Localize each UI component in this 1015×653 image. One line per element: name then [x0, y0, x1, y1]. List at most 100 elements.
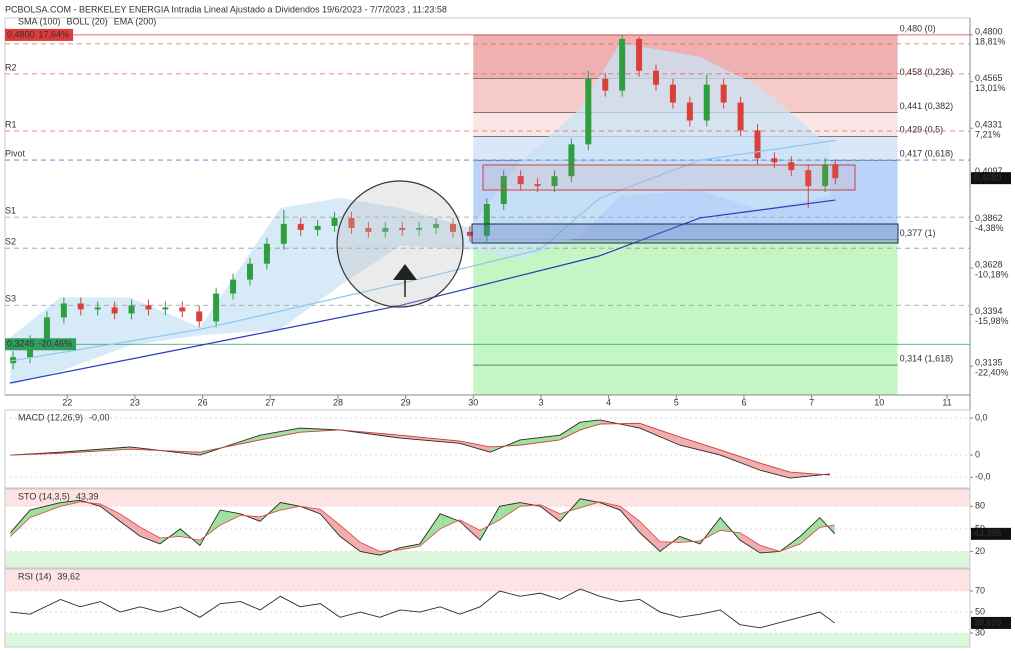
- fill-between: [140, 527, 160, 544]
- fib-label: 0,441 (0,382): [900, 101, 954, 111]
- fill-between: [459, 441, 491, 453]
- x-tick-label: 5: [674, 397, 679, 407]
- x-tick-label: 10: [874, 397, 884, 407]
- price-tag: [5, 28, 74, 41]
- y-tick-label: 0,0: [975, 413, 988, 423]
- price-tag-value: 0,4800: [7, 29, 35, 39]
- fill-between: [639, 423, 680, 446]
- candle-body: [297, 223, 304, 230]
- last-value-label: 43,395: [974, 528, 1002, 538]
- x-tick-label: 26: [198, 397, 208, 407]
- panel-title: RSI (14): [18, 571, 52, 581]
- fill-between: [30, 502, 61, 518]
- plot-layer: 0,480 (0) 0,458 (0,236) 0,441 (0,382) 0,429…: [4, 16, 1011, 648]
- candle-body: [43, 317, 50, 342]
- y-tick-label: 0,4565: [975, 73, 1003, 83]
- fill-between: [400, 435, 460, 444]
- candle-body: [788, 162, 795, 171]
- candle-body: [416, 227, 423, 230]
- y-tick-pct: 18,81%: [975, 36, 1006, 46]
- candle-body: [196, 311, 203, 322]
- fib-zone: [473, 239, 898, 395]
- candle-body: [653, 70, 660, 85]
- y-tick-pct: -10,18%: [975, 269, 1009, 279]
- zone: [5, 569, 970, 592]
- fill-between: [220, 510, 241, 526]
- candle-body: [466, 231, 473, 236]
- candle-body: [60, 303, 67, 318]
- fill-between: [300, 428, 340, 433]
- fill-between: [800, 517, 820, 544]
- y-tick-label: 50: [975, 606, 985, 616]
- last-value-tag: [971, 527, 1011, 540]
- pivot-label: R1: [5, 119, 17, 129]
- fill-between: [789, 472, 830, 479]
- indicator-line: [10, 588, 835, 629]
- x-tick-label: 4: [606, 397, 611, 407]
- y-tick-label: 20: [975, 546, 985, 556]
- candle-body: [754, 130, 761, 159]
- moving-average-line: [9, 199, 836, 384]
- fill-between: [739, 532, 761, 553]
- last-value-label: 39,626: [974, 617, 1002, 627]
- candle-body: [805, 170, 812, 187]
- price-tag-pct: 17,64%: [39, 29, 70, 39]
- fill-between: [639, 521, 661, 552]
- y-tick-label: 0,3862: [975, 213, 1003, 223]
- price-tag-pct: -20,46%: [39, 339, 73, 349]
- candle-body: [483, 204, 490, 236]
- x-tick-label: 3: [538, 397, 543, 407]
- fill-between: [760, 463, 790, 479]
- pivot-label: S3: [5, 294, 16, 304]
- fill-between: [519, 435, 560, 446]
- candle-body: [213, 293, 220, 322]
- candle-body: [162, 307, 169, 310]
- legend-entry: BOLL (20): [67, 16, 108, 26]
- panel-value: 43,39: [76, 491, 99, 501]
- candle-body: [365, 227, 372, 232]
- x-tick-label: 11: [942, 397, 951, 407]
- fill-between: [679, 436, 721, 456]
- y-tick-label: 0,3628: [975, 259, 1003, 269]
- fib-label: 0,314 (1,618): [900, 354, 954, 364]
- fill-between: [339, 525, 361, 552]
- y-tick-pct: -22,40%: [975, 368, 1009, 378]
- last-value-tag: [971, 616, 1011, 629]
- indicator-line: [10, 501, 835, 552]
- price-tag-value: 0,3245: [7, 339, 35, 349]
- panel-frame: [4, 409, 971, 489]
- fib-label: 0,429 (0,5): [900, 125, 944, 135]
- y-tick-label: 30: [975, 627, 985, 637]
- candle-body: [771, 158, 778, 163]
- candle-body: [179, 307, 186, 312]
- highlight-circle: [336, 180, 464, 308]
- candle-body: [669, 84, 676, 103]
- zone: [5, 633, 970, 647]
- candle-body: [314, 225, 321, 230]
- fill-between: [559, 422, 581, 440]
- candle-body: [382, 227, 389, 232]
- y-tick-label: 0,3135: [975, 358, 1003, 368]
- fill-between: [720, 449, 761, 471]
- fill-between: [260, 428, 301, 440]
- panel-value: -0,00: [89, 412, 110, 422]
- price-tag: [5, 338, 77, 351]
- candle-body: [636, 38, 643, 71]
- candle-body: [686, 102, 693, 121]
- fill-between: [10, 510, 31, 537]
- fill-between: [400, 543, 420, 550]
- candle-body: [602, 78, 609, 91]
- candle-body: [534, 184, 541, 187]
- panel-title: STO (14,3,5): [18, 491, 70, 501]
- candle-body: [331, 217, 338, 226]
- panel-value: 39,62: [58, 571, 81, 581]
- y-tick-pct: 13,01%: [975, 83, 1006, 93]
- pivot-label: Pivot: [5, 148, 26, 158]
- y-tick-pct: -4,38%: [975, 223, 1004, 233]
- y-tick-label: 70: [975, 585, 985, 595]
- y-tick-label: 0,4331: [975, 120, 1003, 130]
- candle-body: [230, 279, 237, 294]
- panel-title: MACD (12,26,9): [18, 412, 83, 422]
- fib-label: 0,458 (0,236): [900, 67, 954, 77]
- candle-body: [348, 217, 355, 228]
